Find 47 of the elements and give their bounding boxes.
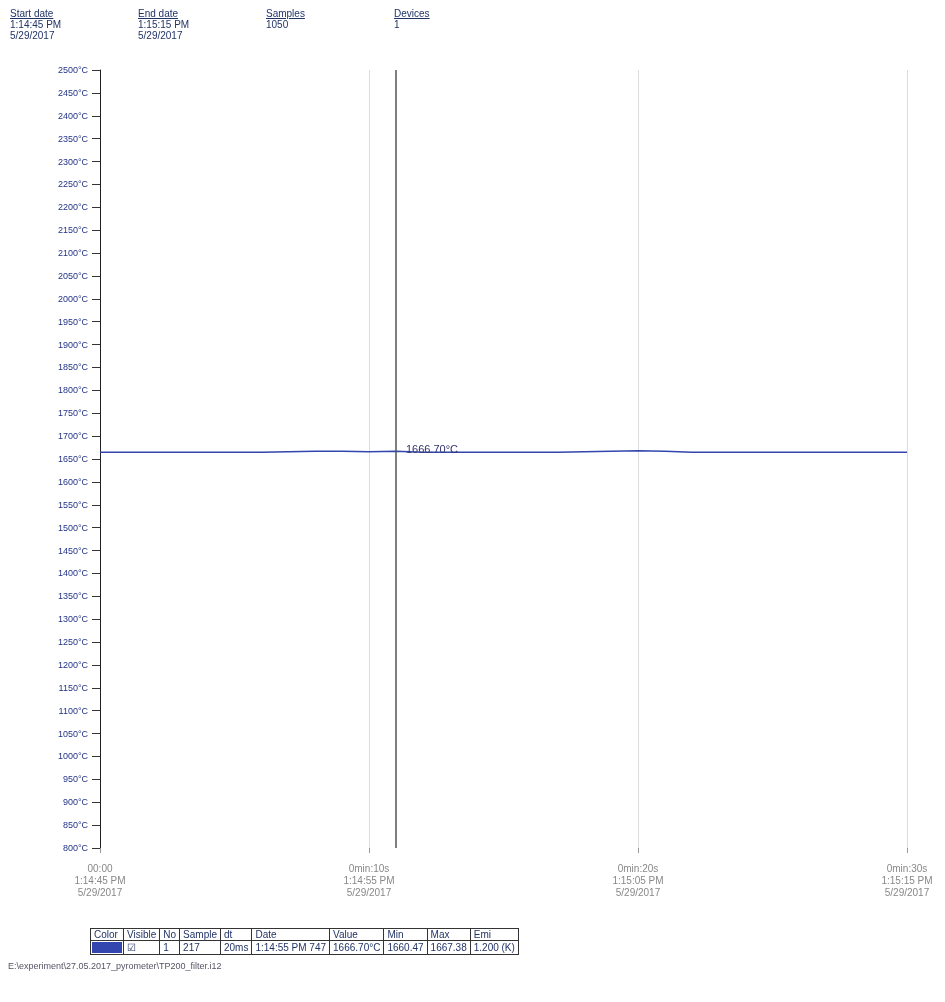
annotation: 1666.70°C	[405, 442, 459, 455]
text: End date 1:15:15 PM 5/29/2017	[138, 8, 191, 41]
y-tick-label: 2000°C	[57, 293, 89, 304]
y-tick-label: 1050°C	[57, 728, 89, 739]
y-tick-label: 1300°C	[57, 614, 89, 625]
y-tick-label: 2450°C	[57, 87, 89, 98]
text: ☑ 1 217 20ms 1:14:55 PM 747 1666.70°C 1660.47 1667.38 1.200 (K)	[127, 942, 515, 953]
y-tick-label: 950°C	[62, 774, 89, 785]
y-tick-label: 1450°C	[57, 545, 89, 556]
y-tick-label: 1600°C	[57, 476, 89, 487]
y-tick-label: 2350°C	[57, 133, 89, 144]
y-tick-label: 1400°C	[57, 568, 89, 579]
y-tick-label: 1950°C	[57, 316, 89, 327]
y-tick-label: 1200°C	[57, 659, 89, 670]
y-tick-label: 2250°C	[57, 179, 89, 190]
y-tick-label: 1350°C	[57, 591, 89, 602]
y-tick-label: 2150°C	[57, 225, 89, 236]
y-tick-label: 2500°C	[57, 65, 89, 75]
y-tick-label: 1250°C	[57, 637, 89, 648]
text: Samples 1050	[266, 8, 306, 30]
x-tick-label: 00:00 1:14:45 PM 5/29/2017	[74, 862, 126, 898]
y-tick-label: 1800°C	[57, 385, 89, 396]
y-tick-label: 1550°C	[57, 499, 89, 510]
y-tick-label: 2100°C	[57, 248, 89, 259]
y-tick-label: 2200°C	[57, 202, 89, 213]
y-tick-label: 900°C	[62, 797, 89, 808]
y-tick-label: 1900°C	[57, 339, 89, 350]
y-tick-label: 1700°C	[57, 431, 89, 442]
y-tick-label: 1750°C	[57, 408, 89, 419]
y-tick-label: 1000°C	[57, 751, 89, 762]
y-tick-label: 1850°C	[57, 362, 89, 373]
x-tick-label: 0min:20s 1:15:05 PM 5/29/2017	[612, 862, 664, 898]
y-tick-label: 1150°C	[58, 682, 89, 693]
x-tick-label: 0min:10s 1:14:55 PM 5/29/2017	[343, 862, 395, 898]
y-tick-label: 1100°C	[58, 705, 89, 716]
y-tick-label: 2050°C	[57, 270, 89, 281]
x-tick-label: 0min:30s 1:15:15 PM 5/29/2017	[881, 862, 933, 898]
y-tick-label: 1500°C	[57, 522, 89, 533]
text: Devices 1	[394, 8, 431, 30]
y-tick-label: 800°C	[62, 843, 89, 853]
y-tick-label: 1650°C	[57, 454, 89, 464]
y-tick-label: 2300°C	[57, 156, 89, 167]
text: E:\experiment\27.05.2017_pyrometer\TP200_filter.i12	[8, 961, 223, 971]
y-tick-label: 850°C	[62, 820, 89, 831]
text: Color Visible No Sample dt Date Value Min Max Emi	[94, 929, 491, 940]
text: Start date 1:14:45 PM 5/29/2017	[10, 8, 63, 41]
y-tick-label: 2400°C	[57, 110, 89, 121]
